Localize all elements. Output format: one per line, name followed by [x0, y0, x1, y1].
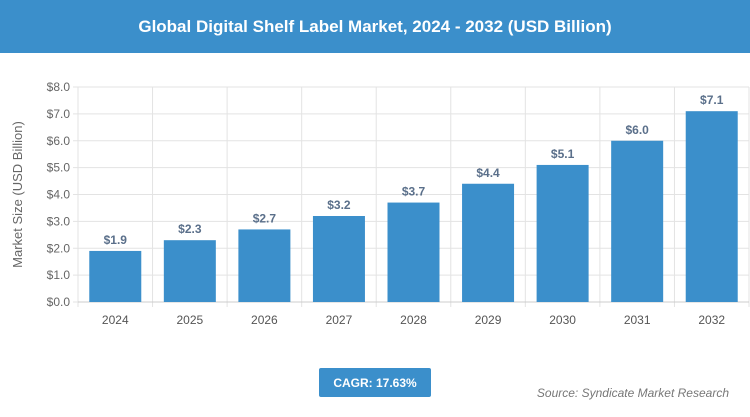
y-tick-label: $4.0	[47, 188, 71, 202]
bar-2030	[536, 164, 589, 302]
bar-2032	[685, 111, 738, 302]
chart-title: Global Digital Shelf Label Market, 2024 …	[0, 0, 750, 53]
x-tick-label: 2026	[251, 313, 278, 327]
data-label: $4.4	[476, 166, 500, 180]
data-label: $2.7	[253, 211, 277, 225]
data-label: $7.1	[700, 93, 724, 107]
x-tick-label: 2032	[698, 313, 725, 327]
bar-2024	[89, 250, 142, 302]
x-tick-label: 2028	[400, 313, 427, 327]
y-axis-title: Market Size (USD Billion)	[10, 121, 25, 268]
source-note: Source: Syndicate Market Research	[536, 386, 729, 400]
x-tick-label: 2031	[624, 313, 651, 327]
y-tick-label: $0.0	[47, 295, 71, 309]
bar-2027	[312, 216, 365, 302]
y-tick-label: $1.0	[47, 268, 71, 282]
y-tick-label: $8.0	[47, 80, 71, 94]
y-tick-label: $6.0	[47, 134, 71, 148]
bar-2031	[611, 140, 664, 302]
y-tick-label: $3.0	[47, 214, 71, 228]
bar-2029	[462, 183, 515, 302]
x-tick-label: 2027	[326, 313, 353, 327]
y-tick-label: $7.0	[47, 107, 71, 121]
y-tick-label: $2.0	[47, 241, 71, 255]
data-label: $3.7	[402, 185, 426, 199]
data-label: $3.2	[327, 198, 351, 212]
x-tick-label: 2030	[549, 313, 576, 327]
x-tick-label: 2024	[102, 313, 129, 327]
x-tick-label: 2025	[176, 313, 203, 327]
y-tick-label: $5.0	[47, 161, 71, 175]
data-label: $6.0	[625, 123, 649, 137]
bar-2026	[238, 229, 291, 302]
bar-2028	[387, 202, 440, 302]
data-label: $2.3	[178, 222, 202, 236]
data-label: $5.1	[551, 147, 575, 161]
x-tick-label: 2029	[475, 313, 502, 327]
bar-2025	[163, 240, 216, 302]
cagr-badge: CAGR: 17.63%	[319, 368, 431, 397]
data-label: $1.9	[104, 233, 128, 247]
